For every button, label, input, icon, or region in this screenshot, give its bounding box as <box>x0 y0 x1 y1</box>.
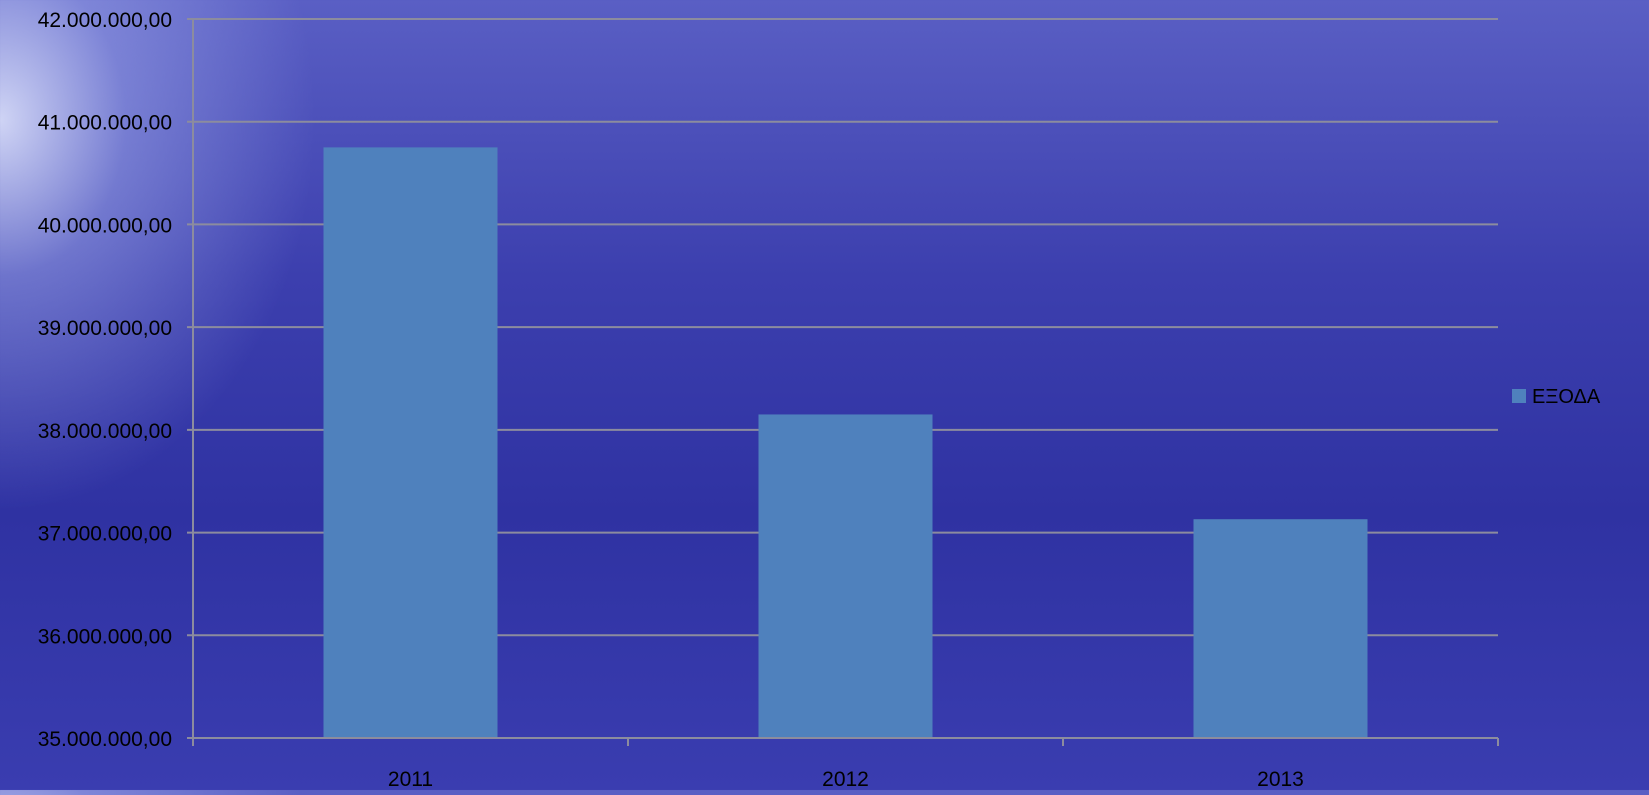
bar-2013 <box>1193 519 1368 738</box>
y-tick-label: 35.000.000,00 <box>38 728 172 751</box>
y-tick-label: 41.000.000,00 <box>38 112 172 135</box>
bar-2011 <box>323 147 498 739</box>
x-tick-label: 2011 <box>388 768 433 790</box>
y-tick-label: 36.000.000,00 <box>38 625 172 648</box>
legend-label: ΕΞΟΔΑ <box>1532 386 1601 408</box>
legend-swatch <box>1512 389 1526 403</box>
bars <box>323 147 1368 739</box>
y-tick-label: 42.000.000,00 <box>38 9 172 32</box>
y-tick-label: 38.000.000,00 <box>38 420 172 443</box>
y-tick-label: 40.000.000,00 <box>38 214 172 237</box>
axes <box>187 19 1499 746</box>
legend: ΕΞΟΔΑ <box>1512 386 1601 408</box>
y-tick-label: 37.000.000,00 <box>38 523 172 546</box>
y-tick-labels: 35.000.000,00 36.000.000,00 37.000.000,00 3… <box>38 9 172 751</box>
y-tick-label: 39.000.000,00 <box>38 317 172 340</box>
bar-2012 <box>758 414 933 738</box>
x-tick-label: 2013 <box>1257 768 1304 790</box>
x-tick-labels: 2011 2012 2013 <box>388 768 1304 791</box>
x-tick-label: 2012 <box>822 768 869 790</box>
